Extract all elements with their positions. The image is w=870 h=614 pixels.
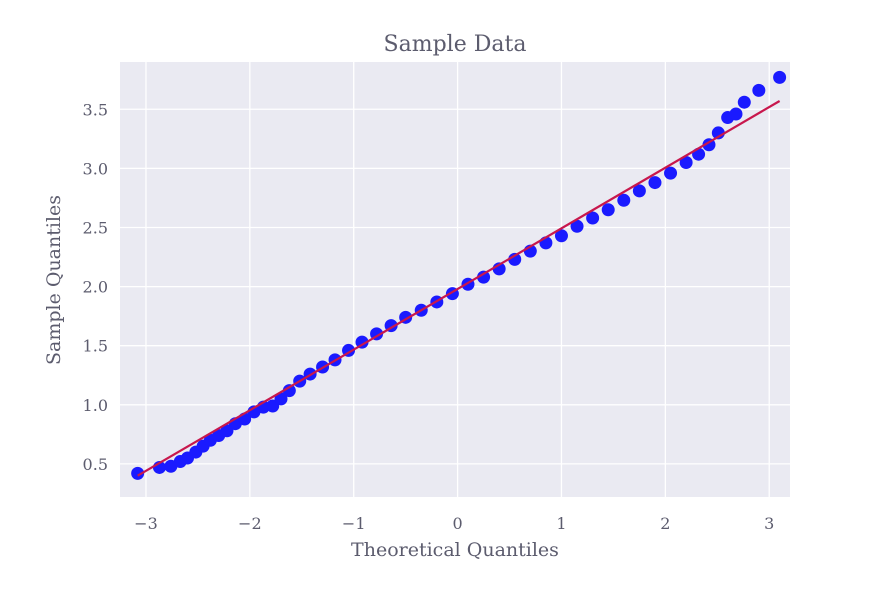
x-tick-label: −3 [134,514,158,533]
data-point [711,126,725,140]
data-point [729,107,743,121]
y-tick-label: 2.0 [83,278,108,297]
chart-title: Sample Data [384,32,527,57]
y-tick-label: 1.0 [83,396,108,415]
data-point [737,95,751,109]
data-point [570,219,584,233]
y-tick-label: 2.5 [83,218,108,237]
data-point [477,270,491,284]
data-point [752,83,766,97]
data-point [601,203,615,217]
data-point [632,184,646,198]
y-tick-label: 3.0 [83,159,108,178]
x-tick-labels: −3 −2 −1 0 1 2 3 [134,514,774,533]
data-point [131,466,145,480]
x-axis-label: Theoretical Quantiles [351,539,559,561]
grid-lines [120,62,790,497]
data-point [648,176,662,190]
y-tick-labels: 0.5 1.0 1.5 2.0 2.5 3.0 3.5 [83,100,108,474]
x-tick-label: −1 [342,514,366,533]
data-point [773,70,787,84]
data-point [692,147,706,161]
x-tick-label: 2 [660,514,670,533]
x-tick-label: 0 [453,514,463,533]
data-point [508,252,522,266]
data-point [274,392,288,406]
data-point [586,211,600,225]
y-tick-label: 3.5 [83,100,108,119]
reference-line-group [137,100,781,477]
x-tick-label: 1 [556,514,566,533]
sample-points [131,70,787,480]
reference-line [137,100,781,477]
data-point [679,155,693,169]
y-axis-label: Sample Quantiles [43,195,65,365]
y-tick-label: 1.5 [83,337,108,356]
data-point [664,166,678,180]
x-tick-label: 3 [764,514,774,533]
data-point [554,229,568,243]
x-tick-label: −2 [238,514,262,533]
y-tick-label: 0.5 [83,455,108,474]
data-point [617,193,631,207]
data-point [282,384,296,398]
